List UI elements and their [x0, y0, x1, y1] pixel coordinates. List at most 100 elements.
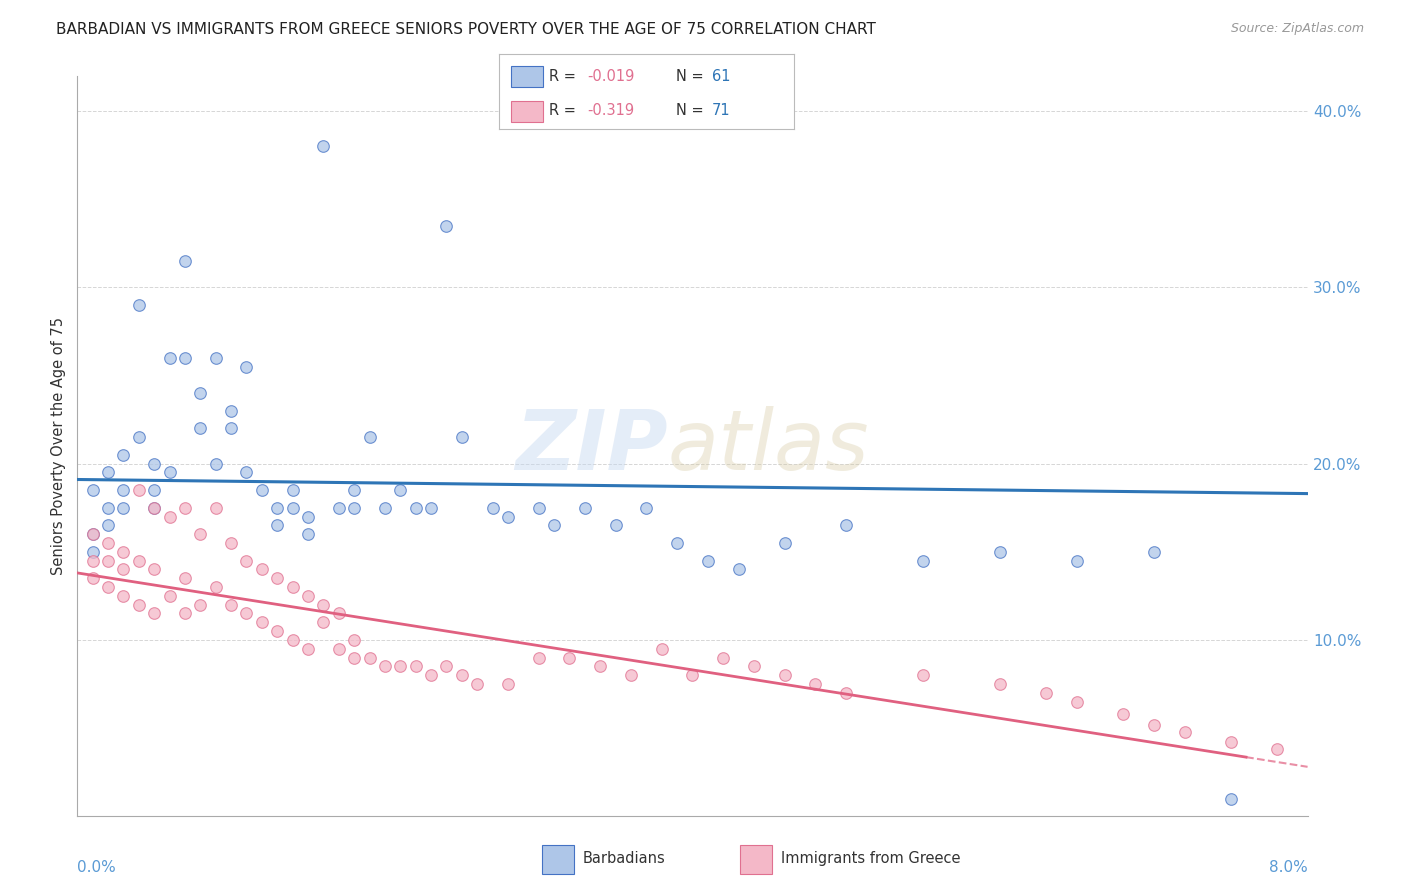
- Point: [988, 545, 1011, 559]
- Point: [190, 386, 212, 401]
- Point: [312, 598, 335, 612]
- Point: [436, 219, 458, 233]
- Point: [912, 553, 935, 567]
- FancyBboxPatch shape: [543, 845, 574, 874]
- Point: [297, 509, 319, 524]
- Point: [343, 483, 366, 497]
- Point: [328, 500, 350, 515]
- Text: Source: ZipAtlas.com: Source: ZipAtlas.com: [1230, 22, 1364, 36]
- Text: Barbadians: Barbadians: [582, 851, 665, 866]
- Point: [543, 518, 565, 533]
- Point: [988, 677, 1011, 691]
- Text: N =: N =: [676, 103, 709, 118]
- Point: [696, 553, 718, 567]
- Point: [266, 624, 288, 639]
- Point: [1066, 695, 1088, 709]
- Point: [1143, 717, 1166, 731]
- Text: atlas: atlas: [668, 406, 869, 486]
- Text: 71: 71: [711, 103, 730, 118]
- Point: [835, 686, 858, 700]
- Point: [159, 351, 181, 365]
- Point: [312, 139, 335, 153]
- Point: [112, 500, 135, 515]
- Point: [204, 351, 226, 365]
- Point: [589, 659, 612, 673]
- Point: [297, 641, 319, 656]
- Point: [281, 580, 304, 594]
- Point: [82, 545, 104, 559]
- Point: [374, 659, 396, 673]
- Point: [481, 500, 503, 515]
- Point: [128, 430, 150, 444]
- Point: [1174, 724, 1197, 739]
- Point: [235, 607, 257, 621]
- Text: R =: R =: [550, 103, 581, 118]
- Point: [465, 677, 488, 691]
- Point: [204, 580, 226, 594]
- Point: [359, 430, 381, 444]
- Point: [727, 562, 749, 576]
- Point: [266, 571, 288, 585]
- Point: [328, 641, 350, 656]
- FancyBboxPatch shape: [510, 101, 543, 122]
- Point: [527, 500, 550, 515]
- Point: [1112, 706, 1135, 721]
- Point: [82, 571, 104, 585]
- Point: [190, 527, 212, 541]
- Point: [112, 562, 135, 576]
- Point: [912, 668, 935, 682]
- Point: [742, 659, 765, 673]
- Point: [250, 483, 273, 497]
- Point: [436, 659, 458, 673]
- Point: [250, 562, 273, 576]
- Point: [219, 403, 242, 417]
- Point: [496, 509, 519, 524]
- Point: [773, 668, 796, 682]
- Point: [312, 615, 335, 630]
- Point: [297, 589, 319, 603]
- Point: [97, 536, 120, 550]
- Point: [266, 500, 288, 515]
- Point: [159, 589, 181, 603]
- Point: [527, 650, 550, 665]
- Point: [1265, 742, 1288, 756]
- Text: Immigrants from Greece: Immigrants from Greece: [780, 851, 960, 866]
- Y-axis label: Seniors Poverty Over the Age of 75: Seniors Poverty Over the Age of 75: [51, 317, 66, 575]
- Point: [420, 668, 443, 682]
- Point: [97, 500, 120, 515]
- Point: [574, 500, 596, 515]
- Text: ZIP: ZIP: [515, 406, 668, 486]
- Point: [682, 668, 704, 682]
- Text: -0.019: -0.019: [588, 69, 636, 84]
- Point: [174, 500, 197, 515]
- Point: [82, 483, 104, 497]
- Text: 8.0%: 8.0%: [1268, 860, 1308, 875]
- Point: [190, 598, 212, 612]
- Point: [235, 553, 257, 567]
- Point: [343, 500, 366, 515]
- Point: [128, 483, 150, 497]
- Text: 61: 61: [711, 69, 730, 84]
- Point: [159, 509, 181, 524]
- Point: [389, 659, 412, 673]
- Text: 0.0%: 0.0%: [77, 860, 117, 875]
- Point: [235, 466, 257, 480]
- FancyBboxPatch shape: [740, 845, 772, 874]
- Point: [112, 448, 135, 462]
- Point: [343, 650, 366, 665]
- Point: [128, 598, 150, 612]
- Point: [97, 580, 120, 594]
- Text: N =: N =: [676, 69, 709, 84]
- Point: [112, 483, 135, 497]
- Point: [558, 650, 581, 665]
- Point: [1066, 553, 1088, 567]
- Point: [174, 254, 197, 268]
- Point: [450, 430, 472, 444]
- Point: [420, 500, 443, 515]
- Point: [82, 527, 104, 541]
- Point: [711, 650, 734, 665]
- Point: [128, 553, 150, 567]
- Point: [343, 632, 366, 647]
- Point: [1219, 735, 1241, 749]
- Point: [112, 589, 135, 603]
